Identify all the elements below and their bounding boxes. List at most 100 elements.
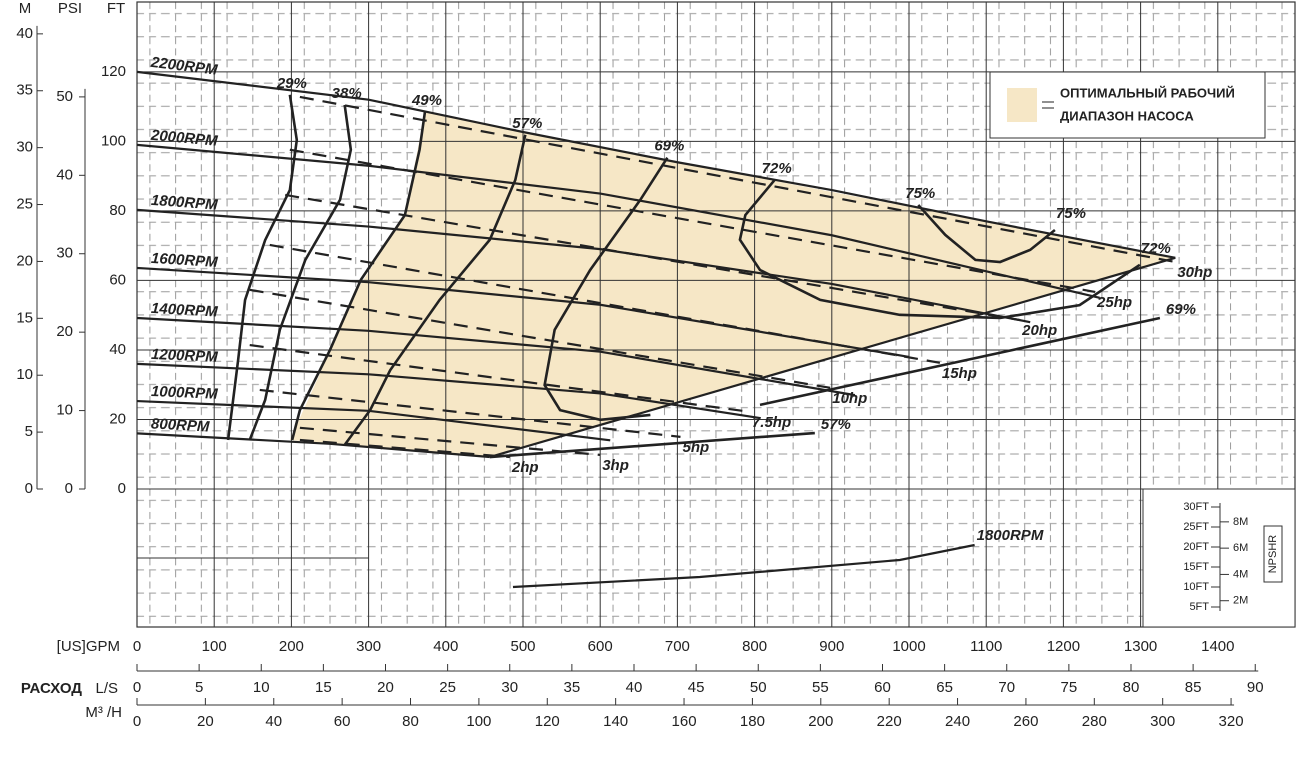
x_m3h-tick-label: 300 [1150, 713, 1175, 730]
x_ls-tick-label: 80 [1123, 679, 1140, 696]
x_m3h-tick-label: 280 [1082, 713, 1107, 730]
y-tick-label: 100 [101, 132, 126, 149]
region-boundary [489, 256, 1176, 459]
y-tick-label: 60 [109, 271, 126, 288]
efficiency-curve [738, 179, 1141, 320]
y-tick-label: 20 [109, 410, 126, 427]
m3h-axis-title: M³ /H [85, 704, 122, 721]
x_m3h-tick-label: 140 [603, 713, 628, 730]
legend-label: ДИАПАЗОН НАСОСА [1060, 108, 1194, 123]
x-tick-label: 700 [665, 638, 690, 655]
speed-curve [136, 432, 490, 459]
x_m3h-tick-label: 40 [265, 713, 282, 730]
power-label: 25hp [1096, 294, 1132, 311]
efficiency-label: 69% [654, 138, 684, 155]
x-tick-label: 600 [588, 638, 613, 655]
x-tick-label: 1000 [892, 638, 925, 655]
x_ls-tick-label: 55 [812, 679, 829, 696]
power-label: 15hp [942, 365, 977, 382]
speed-curve [136, 208, 1031, 324]
efficiency-curve [917, 204, 1056, 264]
x_ls-tick-label: 40 [626, 679, 643, 696]
efficiency-label: 69% [1166, 301, 1196, 318]
x_ls-tick-label: 50 [750, 679, 767, 696]
efficiency-curve [226, 94, 299, 441]
y_psi-tick-label: 10 [56, 402, 73, 419]
y_m-tick-label: 40 [16, 25, 33, 42]
efficiency-label: 29% [276, 75, 307, 92]
optimal-region [289, 111, 1176, 458]
plot-frame [136, 1, 1296, 628]
npshr-tick-label: 30FT [1183, 501, 1209, 513]
legend-swatch [1007, 88, 1037, 122]
power-line [299, 95, 1176, 264]
psi-axis-title: PSI [58, 0, 82, 17]
power-label: 20hp [1021, 322, 1057, 339]
speed-label: 1200RPM [151, 346, 219, 366]
x_ls-tick-label: 10 [253, 679, 270, 696]
power-label: 3hp [602, 457, 629, 474]
x-tick-label: 900 [819, 638, 844, 655]
x_ls-tick-label: 85 [1185, 679, 1202, 696]
m-axis-title: M [19, 0, 32, 17]
power-label: 7.5hp [752, 414, 791, 431]
speed-label: 1400RPM [151, 300, 219, 321]
power-line [285, 193, 1021, 322]
npshr-m-tick-label: 4M [1233, 568, 1248, 580]
efficiency-curve [248, 104, 353, 441]
power-label: 5hp [682, 439, 709, 456]
y_psi-tick-label: 20 [56, 323, 73, 340]
x_m3h-tick-label: 220 [877, 713, 902, 730]
speed-label: 2000RPM [149, 127, 218, 150]
y_psi-tick-label: 40 [56, 166, 73, 183]
power-line [249, 288, 831, 389]
y_m-tick-label: 15 [16, 309, 33, 326]
npshr-m-tick-label: 6M [1233, 542, 1248, 554]
npshr-tick-label: 10FT [1183, 581, 1209, 593]
x_m3h-tick-label: 320 [1219, 713, 1244, 730]
y_psi-tick-label: 30 [56, 245, 73, 262]
npshr-label: NPSHR [1267, 535, 1279, 574]
x_m3h-tick-label: 120 [535, 713, 560, 730]
x_ls-tick-label: 15 [315, 679, 332, 696]
efficiency-label: 75% [1056, 205, 1086, 222]
efficiency-label: 57% [821, 416, 851, 433]
y_psi-tick-label: 50 [56, 88, 73, 105]
x_ls-tick-label: 70 [998, 679, 1015, 696]
x_ls-tick-label: 35 [564, 679, 581, 696]
speed-label: 1000RPM [151, 383, 219, 403]
speed-label: 1800RPM [150, 192, 218, 214]
npshr-label-box [1263, 525, 1283, 583]
x-tick-label: 800 [742, 638, 767, 655]
y_m-tick-label: 10 [16, 366, 33, 383]
x-tick-label: 400 [433, 638, 458, 655]
x_ls-tick-label: 45 [688, 679, 705, 696]
efficiency-curve [543, 157, 669, 422]
x-tick-label: 1400 [1201, 638, 1234, 655]
speed-curve [136, 316, 856, 397]
flow-title: РАСХОД [21, 680, 82, 697]
npshr-tick-label: 25FT [1183, 521, 1209, 533]
efficiency-curve [290, 111, 427, 441]
speed-curve [136, 362, 761, 420]
x_ls-tick-label: 30 [501, 679, 518, 696]
efficiency-curve [489, 431, 815, 459]
x_ls-tick-label: 0 [133, 679, 141, 696]
x_m3h-tick-label: 160 [672, 713, 697, 730]
power-line [299, 426, 601, 457]
x_ls-tick-label: 25 [439, 679, 456, 696]
efficiency-label: 38% [332, 85, 362, 102]
x_m3h-tick-label: 60 [334, 713, 351, 730]
y_m-tick-label: 25 [16, 196, 33, 213]
x_ls-tick-label: 90 [1247, 679, 1264, 696]
speed-curve [136, 70, 1176, 259]
power-label: 2hp [511, 459, 539, 476]
x_ls-tick-label: 60 [874, 679, 891, 696]
power-line [249, 343, 751, 413]
x_ls-tick-label: 75 [1061, 679, 1078, 696]
efficiency-label: 49% [411, 92, 442, 109]
y-tick-label: 40 [109, 341, 126, 358]
speed-label: 800RPM [151, 415, 211, 435]
